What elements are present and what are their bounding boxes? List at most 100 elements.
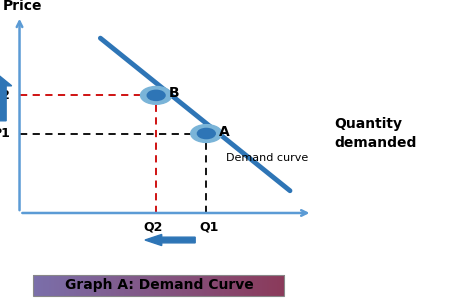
Bar: [66, 275, 69, 296]
Bar: [201, 275, 205, 296]
Bar: [106, 275, 109, 296]
Bar: [76, 275, 79, 296]
Circle shape: [191, 125, 222, 143]
Bar: [99, 275, 102, 296]
Bar: [172, 275, 174, 296]
Bar: [46, 275, 49, 296]
Text: Quantity
demanded: Quantity demanded: [335, 117, 417, 150]
Bar: [176, 275, 180, 296]
Bar: [262, 275, 265, 296]
Bar: [214, 275, 217, 296]
Bar: [219, 275, 222, 296]
Bar: [244, 275, 247, 296]
Text: Q1: Q1: [200, 221, 219, 234]
Bar: [247, 275, 250, 296]
Bar: [34, 275, 36, 296]
Bar: [38, 275, 42, 296]
Bar: [61, 275, 64, 296]
Bar: [109, 275, 112, 296]
Bar: [182, 275, 184, 296]
Bar: [116, 275, 119, 296]
Bar: [71, 275, 74, 296]
Text: Graph A: Demand Curve: Graph A: Demand Curve: [64, 278, 253, 292]
Bar: [199, 275, 202, 296]
Bar: [194, 275, 197, 296]
Text: B: B: [168, 86, 179, 100]
Bar: [217, 275, 220, 296]
Bar: [81, 275, 84, 296]
Bar: [237, 275, 240, 296]
Bar: [189, 275, 192, 296]
Bar: [222, 275, 225, 296]
Bar: [54, 275, 56, 296]
Bar: [242, 275, 245, 296]
Bar: [191, 275, 195, 296]
Bar: [56, 275, 59, 296]
Bar: [267, 275, 270, 296]
Bar: [277, 275, 280, 296]
Text: A: A: [219, 125, 229, 139]
Bar: [79, 275, 82, 296]
Bar: [227, 275, 230, 296]
FancyArrow shape: [0, 76, 12, 121]
Bar: [197, 275, 200, 296]
Bar: [156, 275, 159, 296]
Bar: [204, 275, 207, 296]
Bar: [264, 275, 267, 296]
Bar: [126, 275, 129, 296]
Bar: [44, 275, 46, 296]
Bar: [137, 275, 139, 296]
Bar: [131, 275, 135, 296]
Bar: [139, 275, 142, 296]
Text: Price: Price: [3, 0, 42, 13]
FancyArrow shape: [145, 234, 195, 246]
Bar: [89, 275, 92, 296]
Bar: [274, 275, 277, 296]
Bar: [169, 275, 172, 296]
Bar: [129, 275, 132, 296]
Bar: [73, 275, 77, 296]
Bar: [279, 275, 283, 296]
Bar: [114, 275, 117, 296]
Bar: [179, 275, 182, 296]
Bar: [184, 275, 187, 296]
Bar: [34, 275, 284, 296]
Bar: [111, 275, 114, 296]
Bar: [254, 275, 257, 296]
Bar: [166, 275, 170, 296]
Bar: [272, 275, 275, 296]
Bar: [141, 275, 145, 296]
Bar: [154, 275, 157, 296]
Circle shape: [197, 128, 215, 139]
Bar: [174, 275, 177, 296]
Bar: [209, 275, 212, 296]
Bar: [164, 275, 167, 296]
Bar: [144, 275, 147, 296]
Bar: [51, 275, 54, 296]
Bar: [224, 275, 227, 296]
Bar: [94, 275, 97, 296]
Bar: [149, 275, 152, 296]
Bar: [229, 275, 232, 296]
Bar: [159, 275, 162, 296]
Bar: [124, 275, 127, 296]
Text: P1: P1: [0, 127, 11, 140]
Text: Q2: Q2: [144, 221, 163, 234]
Circle shape: [140, 86, 172, 104]
Bar: [232, 275, 235, 296]
Bar: [239, 275, 242, 296]
Bar: [269, 275, 273, 296]
Bar: [101, 275, 104, 296]
Bar: [249, 275, 252, 296]
Bar: [151, 275, 155, 296]
Bar: [83, 275, 87, 296]
Bar: [36, 275, 39, 296]
Bar: [91, 275, 94, 296]
Bar: [146, 275, 149, 296]
Bar: [134, 275, 137, 296]
Bar: [259, 275, 263, 296]
Bar: [69, 275, 72, 296]
Bar: [41, 275, 44, 296]
Text: Demand curve: Demand curve: [226, 153, 308, 162]
Bar: [257, 275, 260, 296]
